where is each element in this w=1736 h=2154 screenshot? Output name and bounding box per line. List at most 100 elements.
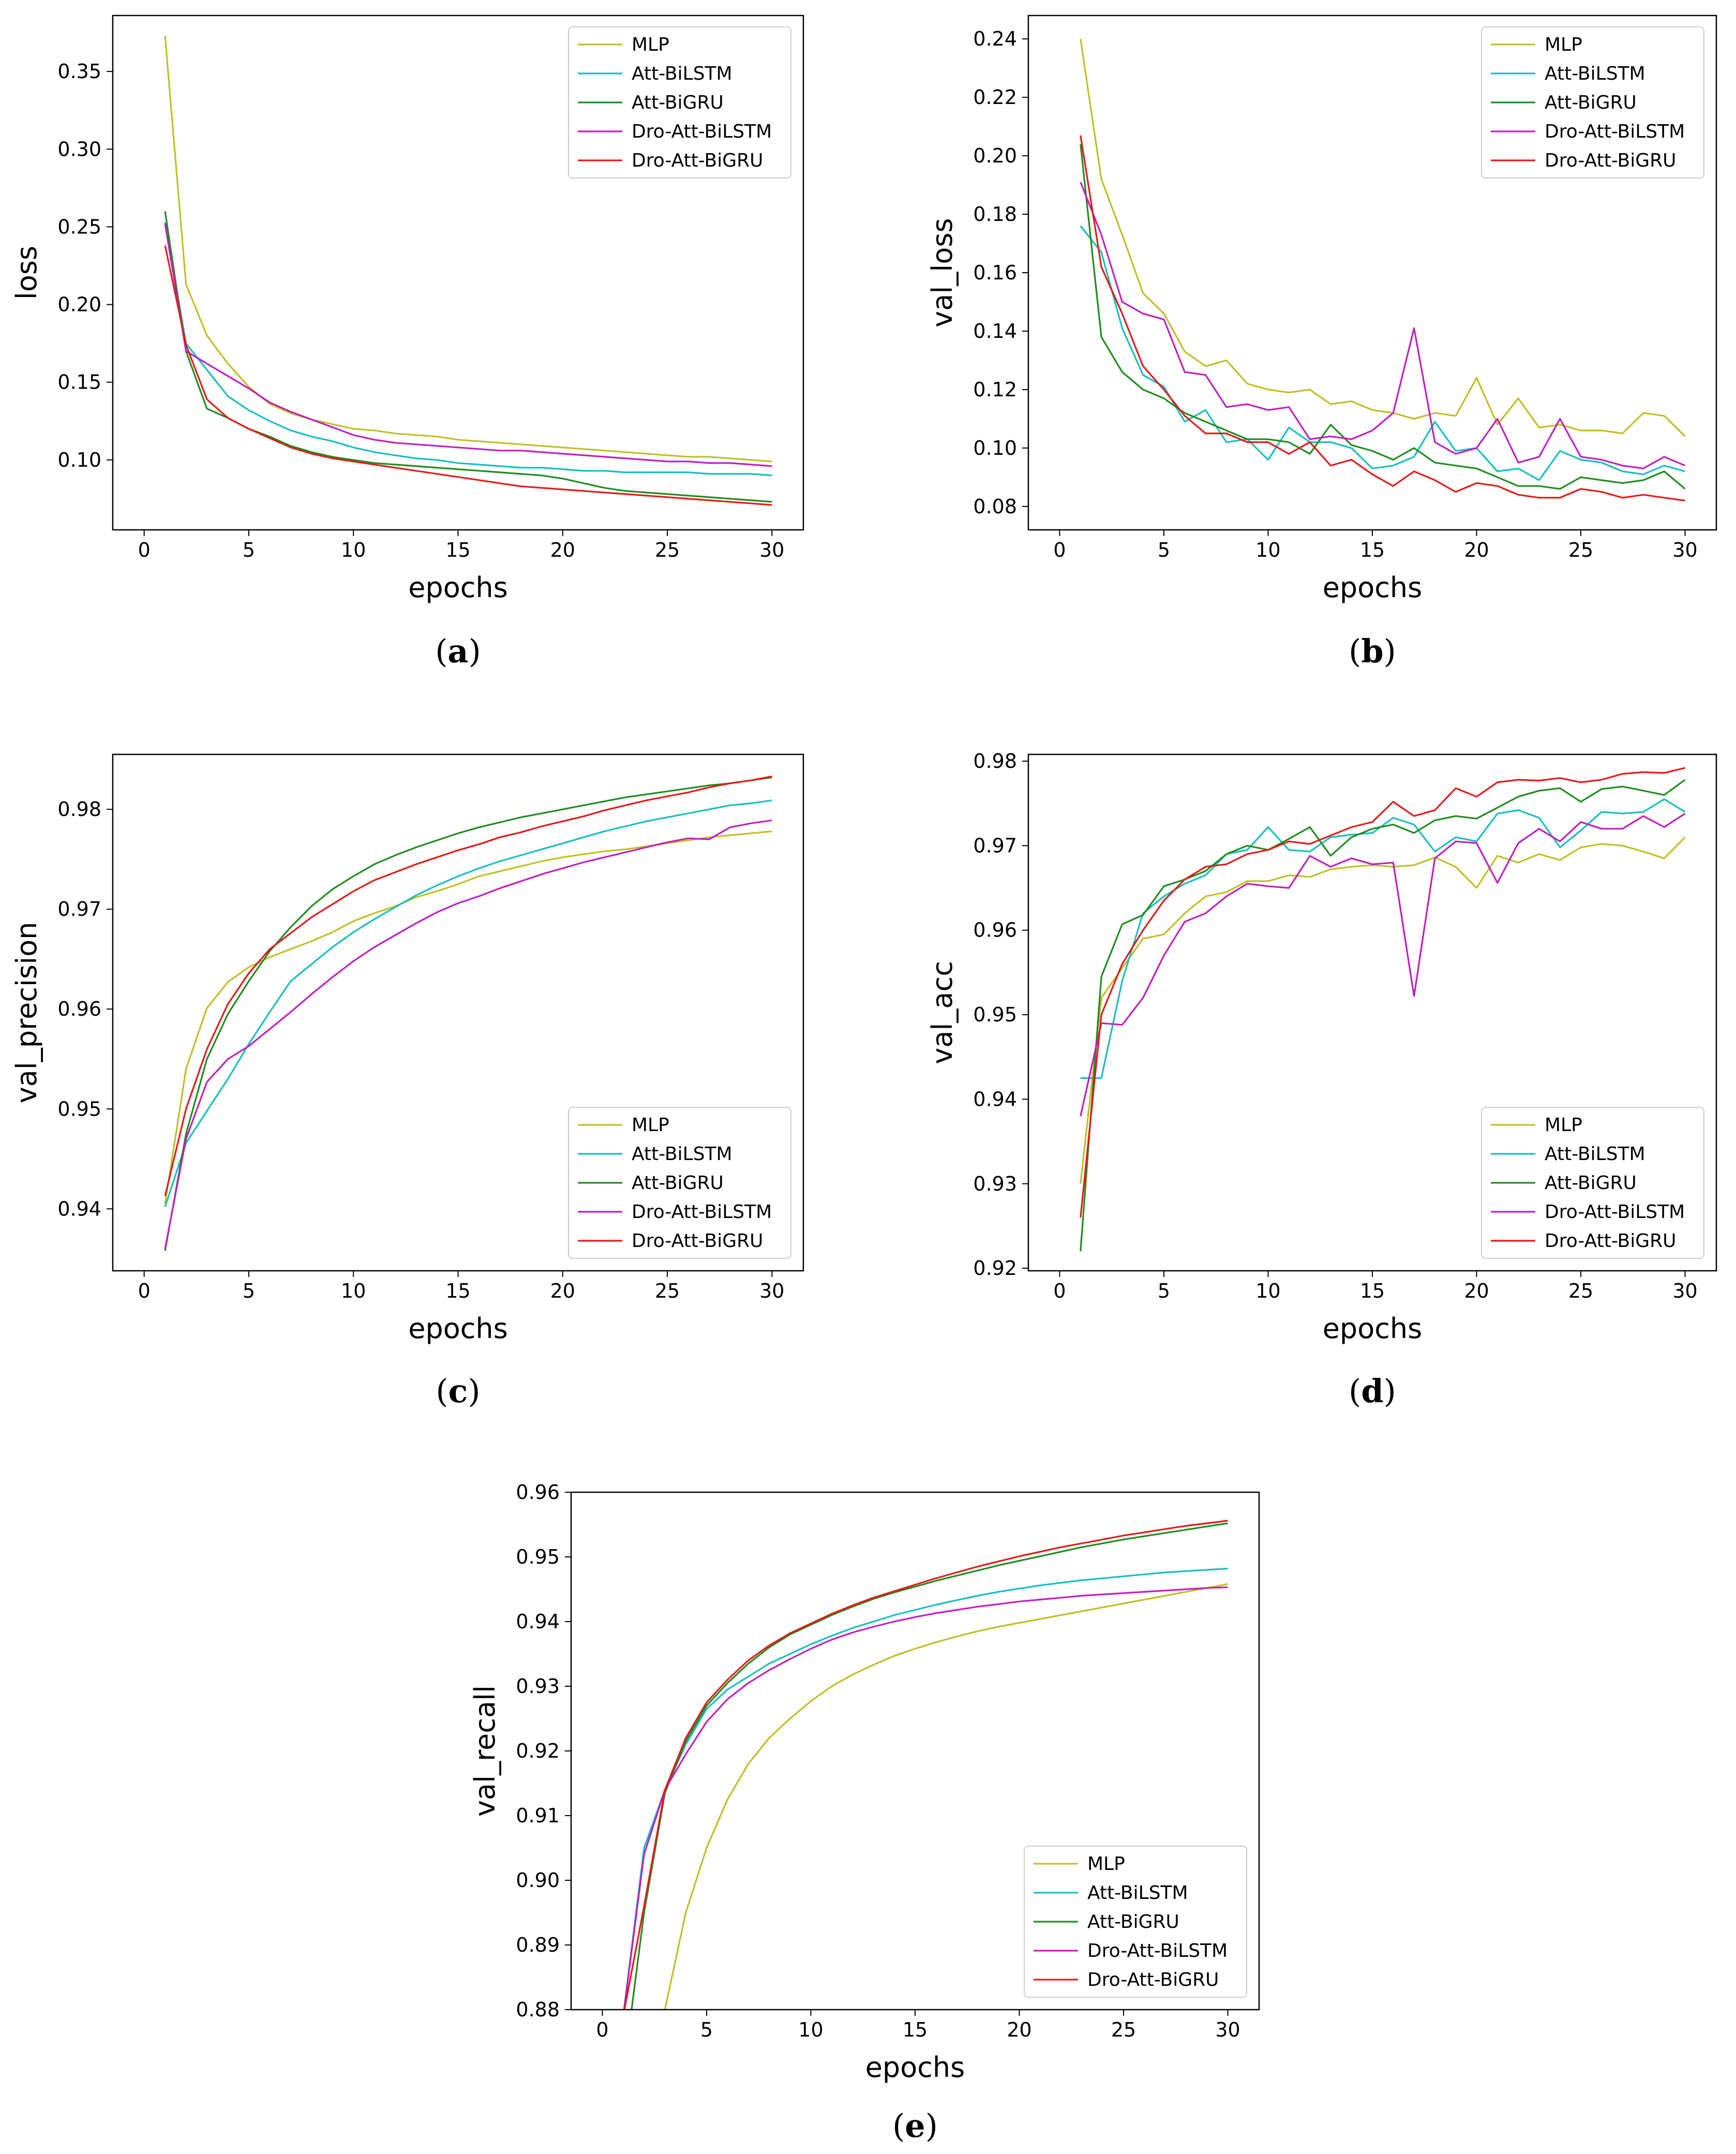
legend-box	[1481, 26, 1704, 179]
legend-label-mlp: MLP	[1545, 1115, 1582, 1136]
legend-label-dro-att-bigru: Dro-Att-BiGRU	[632, 1230, 764, 1252]
y-tick-label: 0.22	[973, 86, 1017, 109]
legend-label-mlp: MLP	[632, 1115, 669, 1136]
legend-label-att-bigru: Att-BiGRU	[632, 92, 724, 113]
series-line-att-bilstm	[623, 1567, 1228, 2010]
series-line-dro-att-bilstm	[1080, 182, 1686, 470]
caption-paren-open: (	[1349, 1372, 1361, 1410]
series-line-mlp	[664, 1583, 1228, 2010]
series-line-att-bigru	[164, 776, 772, 1251]
y-tick-label: 0.08	[973, 495, 1017, 518]
legend-label-att-bigru: Att-BiGRU	[1087, 1911, 1179, 1933]
x-tick-label: 30	[1672, 539, 1697, 561]
legend-label-dro-att-bilstm: Dro-Att-BiLSTM	[1545, 1201, 1685, 1223]
x-tick-label: 20	[550, 539, 575, 561]
legend-label-att-bilstm: Att-BiLSTM	[632, 63, 732, 84]
y-tick-label: 0.94	[973, 1088, 1017, 1110]
x-tick-label: 15	[1360, 539, 1385, 561]
plot-frame-d	[1027, 753, 1717, 1272]
y-tick-label: 0.35	[57, 60, 101, 83]
y-tick-label: 0.14	[973, 320, 1017, 343]
panel-caption-a: (a)	[435, 632, 481, 670]
panel-caption-e: (e)	[892, 2107, 938, 2145]
x-tick-label: 25	[655, 1280, 680, 1302]
series-group-c	[164, 775, 772, 1251]
x-tick-label: 10	[798, 2018, 823, 2041]
x-tick-label: 0	[138, 539, 151, 561]
panels-layer: 0 5 10 15 20 25 30 0.10 0.15 0.20 0.25 0.30 0.35 epoc…	[10, 14, 1717, 2145]
legend-box	[1481, 1107, 1704, 1259]
x-tick-label: 5	[243, 539, 255, 561]
x-tick-label: 20	[1464, 539, 1489, 561]
legend-label-mlp: MLP	[1545, 34, 1582, 55]
legend-label-dro-att-bilstm: Dro-Att-BiLSTM	[632, 1201, 772, 1223]
x-tick-label: 20	[1007, 2018, 1031, 2041]
y-tick-label: 0.96	[57, 998, 101, 1020]
series-line-att-bigru	[631, 1522, 1228, 2010]
plot-frame-b	[1027, 14, 1717, 531]
legend-label-att-bilstm: Att-BiLSTM	[1087, 1882, 1188, 1904]
x-tick-label: 10	[341, 539, 366, 561]
chart-panel-a: 0 5 10 15 20 25 30 0.10 0.15 0.20 0.25 0.30 0.35 epoc…	[10, 14, 804, 670]
y-tick-label: 0.20	[973, 144, 1017, 167]
x-tick-label: 0	[1053, 1280, 1066, 1302]
panel-caption-c: (c)	[436, 1372, 480, 1410]
series-line-dro-att-bigru	[1080, 135, 1685, 502]
series-line-att-bilstm	[164, 222, 772, 477]
legend-label-dro-att-bigru: Dro-Att-BiGRU	[1545, 1230, 1677, 1252]
legend-label-dro-att-bilstm: Dro-Att-BiLSTM	[1545, 121, 1685, 142]
x-tick-label: 15	[445, 1280, 470, 1302]
legend-label-mlp: MLP	[1087, 1853, 1125, 1875]
series-line-dro-att-bigru	[623, 1520, 1228, 2010]
y-tick-label: 0.10	[973, 437, 1017, 459]
chart-panel-e: 0 5 10 15 20 25 30 0.88 0.89 0.90 0.91 0.92 0.93 0.94…	[469, 1481, 1260, 2145]
y-axis-label: val_loss	[926, 218, 959, 327]
x-tick-label: 20	[550, 1280, 575, 1302]
series-line-att-bigru	[1080, 779, 1686, 1252]
legend-b: MLP Att-BiLSTM Att-BiGRU Dro-Att-BiLSTM Dro-…	[1481, 26, 1704, 179]
y-tick-label: 0.97	[973, 834, 1017, 857]
y-tick-label: 0.24	[973, 27, 1017, 50]
caption-paren-open: (	[435, 632, 447, 670]
x-tick-label: 30	[1672, 1280, 1697, 1302]
x-tick-label: 30	[1215, 2018, 1240, 2041]
y-tick-label: 0.30	[57, 138, 101, 160]
y-tick-label: 0.95	[516, 1546, 560, 1568]
caption-paren-open: (	[892, 2107, 905, 2145]
x-axis-label: epochs	[1323, 571, 1423, 604]
caption-paren-close: )	[1384, 1372, 1396, 1410]
series-group-d	[1080, 767, 1686, 1252]
y-axis-label: val_recall	[469, 1685, 501, 1817]
caption-paren-open: (	[1349, 632, 1361, 670]
x-tick-label: 5	[243, 1280, 255, 1302]
series-line-att-bigru	[1080, 144, 1686, 490]
y-tick-label: 0.93	[973, 1172, 1017, 1195]
caption-letter: d	[1361, 1372, 1383, 1410]
y-axis-label: val_acc	[926, 961, 959, 1064]
y-tick-label: 0.98	[973, 750, 1017, 773]
y-tick-label: 0.12	[973, 378, 1017, 401]
chart-panel-d: 0 5 10 15 20 25 30 0.92 0.93 0.94 0.95 0.96 0.97 0.98…	[926, 750, 1717, 1410]
legend-label-dro-att-bilstm: Dro-Att-BiLSTM	[632, 121, 772, 142]
y-tick-label: 0.95	[57, 1097, 101, 1120]
series-line-dro-att-bilstm	[164, 224, 772, 467]
y-tick-label: 0.97	[57, 898, 101, 920]
x-tick-label: 5	[1158, 539, 1170, 561]
x-tick-label: 15	[903, 2018, 927, 2041]
x-tick-label: 10	[1255, 539, 1280, 561]
caption-paren-open: (	[436, 1372, 448, 1410]
series-group-e	[623, 1520, 1228, 2010]
series-line-att-bilstm	[1080, 225, 1685, 481]
y-tick-label: 0.16	[973, 261, 1017, 284]
series-line-dro-att-bigru	[1080, 767, 1685, 1218]
y-tick-label: 0.96	[516, 1481, 560, 1504]
series-line-dro-att-bilstm	[1080, 812, 1686, 1117]
legend-label-dro-att-bigru: Dro-Att-BiGRU	[1087, 1969, 1219, 1990]
x-tick-label: 15	[1360, 1280, 1385, 1302]
legend-box	[568, 1107, 791, 1259]
series-line-mlp	[164, 35, 772, 463]
x-axis-label: epochs	[408, 571, 508, 604]
x-axis-label: epochs	[1323, 1312, 1423, 1345]
y-tick-label: 0.98	[57, 798, 101, 821]
